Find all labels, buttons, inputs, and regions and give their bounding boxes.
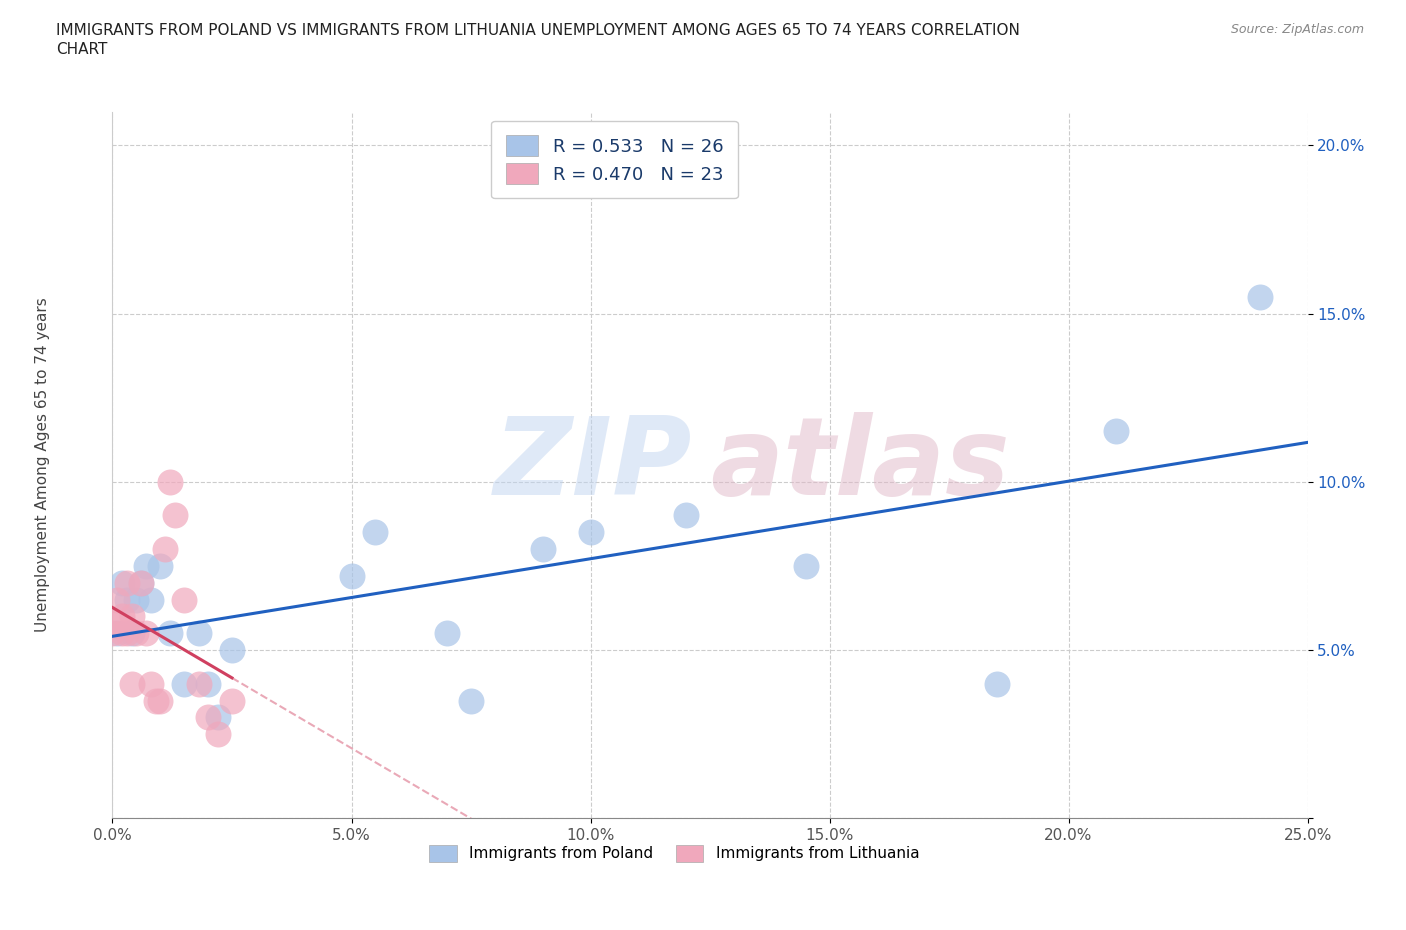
- Text: Unemployment Among Ages 65 to 74 years: Unemployment Among Ages 65 to 74 years: [35, 298, 49, 632]
- Point: [121, 609, 143, 624]
- Point: [173, 676, 195, 691]
- Point: [115, 626, 138, 641]
- Point: [1105, 424, 1128, 439]
- Point: [531, 541, 554, 556]
- Point: [436, 626, 458, 641]
- Point: [121, 626, 143, 641]
- Point: [101, 626, 124, 641]
- Point: [125, 592, 148, 607]
- Point: [115, 576, 138, 591]
- Point: [794, 559, 817, 574]
- Text: atlas: atlas: [710, 412, 1010, 518]
- Text: IMMIGRANTS FROM POLAND VS IMMIGRANTS FROM LITHUANIA UNEMPLOYMENT AMONG AGES 65 T: IMMIGRANTS FROM POLAND VS IMMIGRANTS FRO…: [56, 23, 1021, 38]
- Point: [460, 693, 482, 708]
- Point: [207, 727, 229, 742]
- Point: [139, 676, 162, 691]
- Point: [139, 592, 162, 607]
- Point: [153, 541, 176, 556]
- Point: [129, 576, 152, 591]
- Point: [579, 525, 602, 539]
- Point: [125, 626, 148, 641]
- Point: [105, 616, 128, 631]
- Point: [207, 710, 229, 724]
- Point: [111, 609, 134, 624]
- Point: [187, 676, 209, 691]
- Text: ZIP: ZIP: [494, 412, 692, 518]
- Point: [197, 676, 219, 691]
- Point: [111, 576, 134, 591]
- Point: [115, 592, 138, 607]
- Text: Source: ZipAtlas.com: Source: ZipAtlas.com: [1230, 23, 1364, 36]
- Point: [121, 676, 143, 691]
- Text: CHART: CHART: [56, 42, 108, 57]
- Point: [135, 626, 157, 641]
- Legend: Immigrants from Poland, Immigrants from Lithuania: Immigrants from Poland, Immigrants from …: [418, 832, 931, 874]
- Point: [105, 592, 128, 607]
- Point: [163, 508, 186, 523]
- Point: [187, 626, 209, 641]
- Point: [129, 576, 152, 591]
- Point: [364, 525, 387, 539]
- Point: [340, 568, 363, 583]
- Point: [986, 676, 1008, 691]
- Point: [159, 626, 181, 641]
- Point: [221, 693, 243, 708]
- Point: [105, 626, 128, 641]
- Point: [675, 508, 697, 523]
- Point: [173, 592, 195, 607]
- Point: [1249, 289, 1271, 304]
- Point: [145, 693, 167, 708]
- Point: [111, 626, 134, 641]
- Point: [149, 559, 172, 574]
- Point: [135, 559, 157, 574]
- Point: [149, 693, 172, 708]
- Point: [221, 643, 243, 658]
- Point: [197, 710, 219, 724]
- Point: [159, 474, 181, 489]
